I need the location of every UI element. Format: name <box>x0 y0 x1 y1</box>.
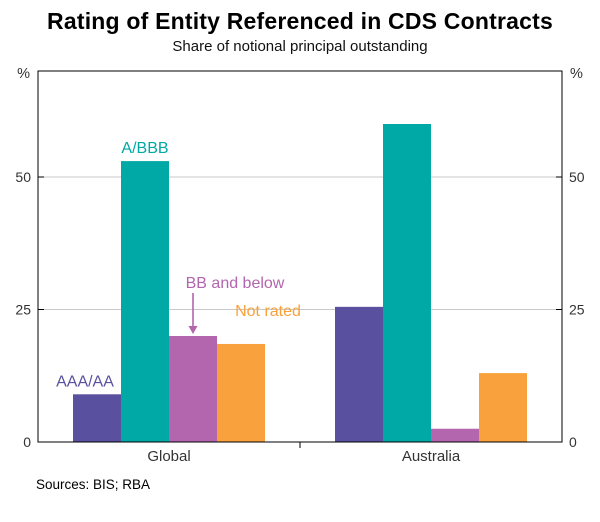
category-label-global: Global <box>147 448 190 465</box>
bar-australia-not-rated <box>479 373 527 442</box>
bar-australia-aaa-aa <box>335 306 383 442</box>
annotation-bb-and-below: BB and below <box>186 275 285 292</box>
bar-global-a-bbb <box>121 161 169 442</box>
right-axis-unit: % <box>570 66 583 82</box>
right-tick-label-50: 50 <box>569 169 585 185</box>
right-tick-label-25: 25 <box>569 302 585 318</box>
bar-australia-bb-and-below <box>431 428 479 442</box>
left-tick-label-0: 0 <box>23 434 31 450</box>
chart-title: Rating of Entity Referenced in CDS Contr… <box>47 8 553 34</box>
bar-global-not-rated <box>217 343 265 442</box>
bar-global-bb-and-below <box>169 336 217 442</box>
annotation-not-rated: Not rated <box>235 303 301 320</box>
left-tick-label-50: 50 <box>15 169 31 185</box>
chart-figure: Rating of Entity Referenced in CDS Contr… <box>0 8 600 522</box>
annotation-a-bbb: A/BBB <box>121 140 168 157</box>
bar-global-aaa-aa <box>73 394 121 442</box>
left-tick-label-25: 25 <box>15 302 31 318</box>
bar-chart: 0 0 25 25 50 50% % Global Australia AAA/AA A/BBB BB… <box>15 66 585 465</box>
left-axis-unit: % <box>17 66 30 82</box>
annotation-arrow-head-bb-and-below <box>188 326 198 334</box>
chart-subtitle: Share of notional principal outstanding <box>172 38 428 55</box>
bar-australia-a-bbb <box>383 124 431 442</box>
sources-note: Sources: BIS; RBA <box>36 477 151 492</box>
right-tick-label-0: 0 <box>569 434 577 450</box>
annotation-aaa-aa: AAA/AA <box>56 373 114 390</box>
category-label-australia: Australia <box>402 448 461 465</box>
